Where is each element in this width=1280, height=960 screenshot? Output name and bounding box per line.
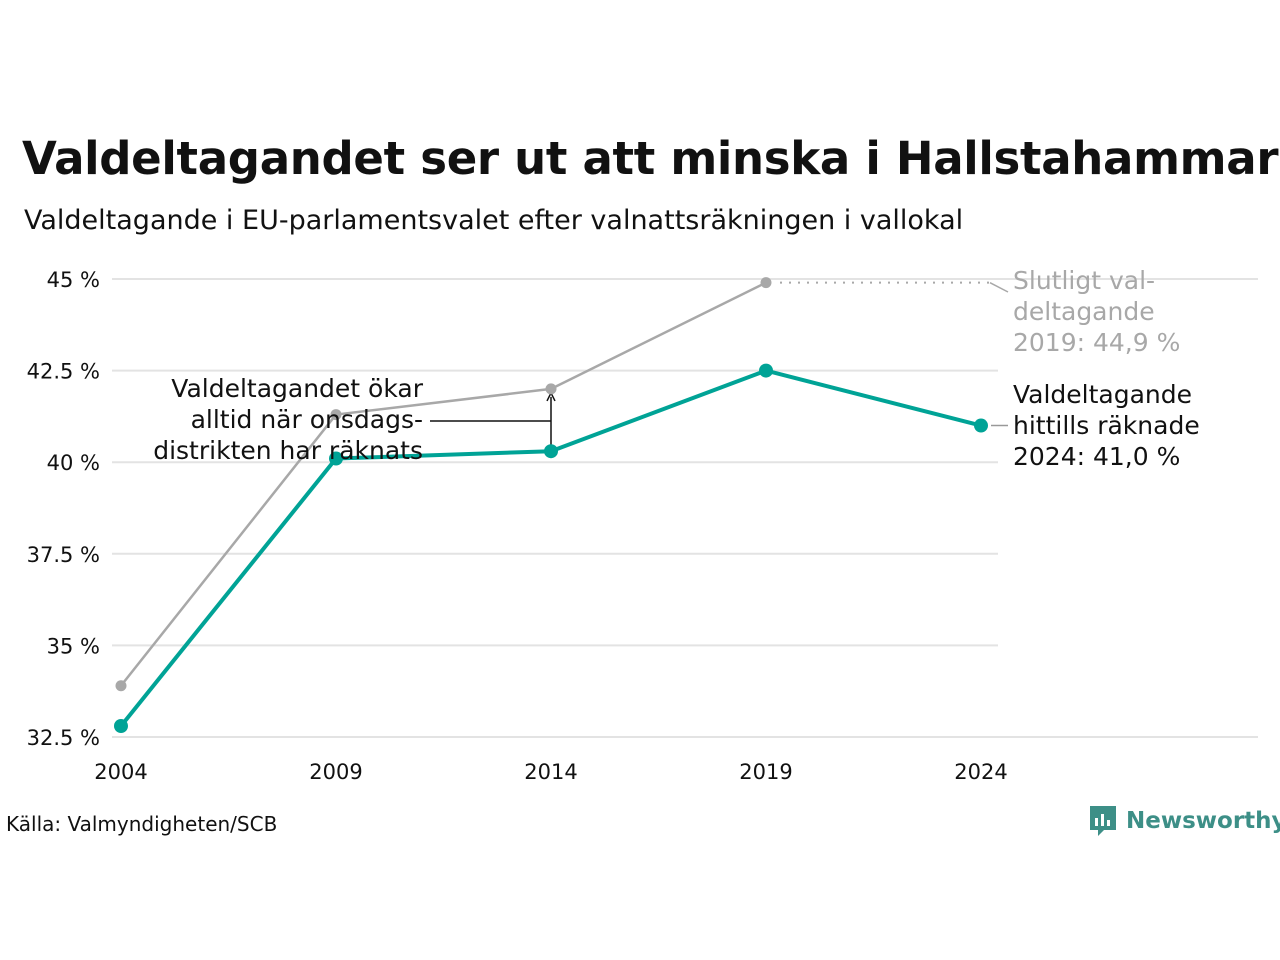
data-point-valnatt xyxy=(329,451,343,466)
annotation-line: Valdeltagande xyxy=(1013,380,1193,409)
data-point-slutligt xyxy=(760,277,772,289)
y-axis-ticks: 32.5 % 35 % 37.5 % 40 % 42.5 % 45 % xyxy=(27,268,100,750)
annotation-line: alltid när onsdags- xyxy=(190,405,423,434)
y-tick-label: 37.5 % xyxy=(27,543,100,567)
annotation-line: deltagande xyxy=(1013,297,1155,326)
annotation-counted-2024: Valdeltagande hittills räknade 2024: 41,… xyxy=(1013,379,1200,472)
annotation-line: 2024: 41,0 % xyxy=(1013,442,1181,471)
data-point-valnatt xyxy=(759,363,773,378)
chart-subtitle: Valdeltagande i EU-parlamentsvalet efter… xyxy=(24,205,964,236)
x-tick-label: 2014 xyxy=(524,760,577,784)
series-line-slutligt xyxy=(120,281,767,687)
leader-tick-2019 xyxy=(989,281,1009,293)
annotation-final-2019: Slutligt val- deltagande 2019: 44,9 % xyxy=(1013,265,1180,358)
annotation-wednesday-districts: Valdeltagandet ökar alltid när onsdags- … xyxy=(100,373,423,466)
chart-title: Valdeltagandet ser ut att minska i Halls… xyxy=(22,132,1279,185)
x-tick-label: 2004 xyxy=(94,760,147,784)
y-tick-label: 32.5 % xyxy=(27,726,100,750)
series-group xyxy=(114,277,988,734)
source-note: Källa: Valmyndigheten/SCB xyxy=(6,812,278,836)
annotation-line: Slutligt val- xyxy=(1013,266,1156,295)
annotation-line: 2019: 44,9 % xyxy=(1013,328,1181,357)
x-tick-label: 2009 xyxy=(309,760,362,784)
data-point-slutligt xyxy=(115,680,127,692)
annotation-connectors xyxy=(430,281,1009,446)
data-point-slutligt xyxy=(330,409,342,421)
x-axis-ticks: 2004 2009 2014 2019 2024 xyxy=(94,760,1007,784)
newsworthy-logo-icon xyxy=(1090,806,1116,836)
annotation-line: distrikten har räknats xyxy=(153,436,423,465)
y-tick-label: 40 % xyxy=(47,451,100,475)
x-tick-label: 2019 xyxy=(739,760,792,784)
data-point-valnatt xyxy=(114,719,128,734)
annotation-line: hittills räknade xyxy=(1013,411,1200,440)
data-point-valnatt xyxy=(544,444,558,459)
y-tick-label: 42.5 % xyxy=(27,360,100,384)
y-tick-label: 35 % xyxy=(47,634,100,658)
x-tick-label: 2024 xyxy=(954,760,1007,784)
gridlines xyxy=(112,278,1258,738)
logo-text: Newsworthy xyxy=(1126,808,1280,834)
data-point-valnatt xyxy=(974,418,988,433)
y-tick-label: 45 % xyxy=(47,268,100,292)
annotation-line: Valdeltagandet ökar xyxy=(171,374,423,403)
data-point-slutligt xyxy=(545,383,557,395)
newsworthy-logo: Newsworthy xyxy=(1088,804,1280,838)
